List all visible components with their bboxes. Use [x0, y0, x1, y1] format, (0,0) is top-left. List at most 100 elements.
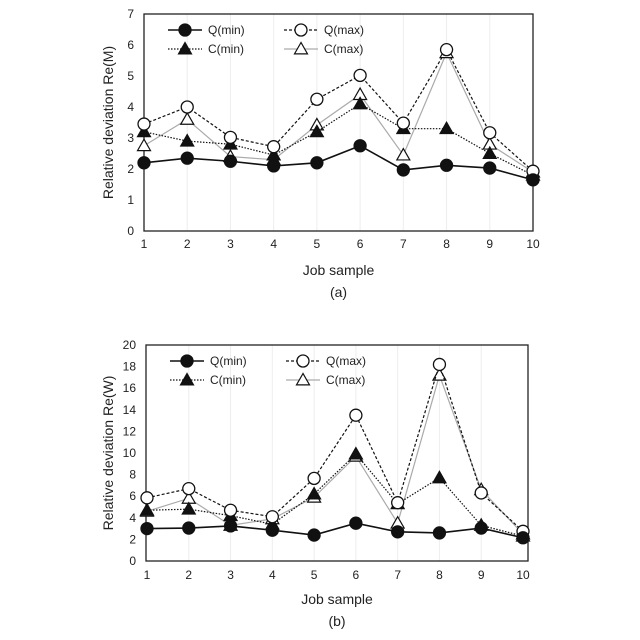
series-line — [146, 362, 524, 532]
legend-label: C(min) — [210, 373, 246, 387]
data-point — [310, 92, 324, 106]
legend-item: C(min) — [168, 41, 244, 56]
legend-item: Q(max) — [286, 354, 366, 368]
x-tick-label: 9 — [486, 237, 493, 251]
x-tick-label: 3 — [227, 568, 234, 582]
data-point — [181, 501, 197, 515]
x-axis-title: Job sample — [301, 591, 373, 607]
data-point — [307, 528, 321, 542]
x-tick-label: 3 — [227, 237, 234, 251]
legend-marker — [294, 23, 308, 37]
legend-label: C(max) — [324, 42, 363, 56]
data-point — [516, 531, 530, 545]
data-point — [439, 43, 454, 57]
data-point — [309, 124, 325, 138]
series-qmax — [137, 43, 540, 178]
y-tick-label: 4 — [127, 100, 134, 114]
x-tick-label: 1 — [141, 237, 148, 251]
y-tick-label: 14 — [123, 403, 137, 417]
x-tick-label: 2 — [184, 237, 191, 251]
legend-label: Q(min) — [210, 354, 247, 368]
series-cmax — [139, 367, 531, 540]
x-tick-label: 6 — [353, 568, 360, 582]
legend-label: Q(min) — [208, 23, 245, 37]
data-point — [439, 120, 455, 135]
data-point — [179, 133, 195, 147]
legend-marker — [180, 354, 194, 368]
data-point — [267, 140, 281, 154]
data-point — [474, 486, 488, 500]
data-point — [310, 156, 324, 170]
x-tick-label: 10 — [526, 237, 540, 251]
data-point — [182, 521, 196, 535]
panel-label: (a) — [330, 284, 347, 300]
data-point — [483, 126, 497, 140]
legend-item: Q(min) — [168, 23, 245, 37]
data-point — [349, 408, 363, 422]
x-tick-label: 7 — [394, 568, 401, 582]
data-point — [482, 145, 498, 159]
series-qmin — [140, 516, 530, 545]
x-tick-label: 10 — [516, 568, 530, 582]
y-tick-label: 12 — [123, 424, 137, 438]
y-tick-label: 6 — [127, 38, 134, 52]
data-point — [139, 502, 155, 516]
legend-item: C(max) — [286, 372, 365, 387]
y-tick-label: 0 — [129, 554, 136, 568]
data-point — [431, 470, 447, 484]
legend-item: Q(min) — [170, 354, 247, 368]
legend-label: Q(max) — [326, 354, 366, 368]
data-point — [396, 163, 410, 177]
data-point — [223, 154, 238, 168]
data-point — [180, 151, 194, 165]
series-line — [146, 373, 524, 535]
data-point — [391, 496, 405, 510]
y-tick-label: 5 — [127, 69, 134, 83]
legend-label: C(min) — [208, 42, 244, 56]
data-point — [179, 111, 195, 125]
x-tick-label: 6 — [357, 237, 364, 251]
legend-marker — [177, 41, 193, 55]
panel-label: (b) — [328, 613, 345, 629]
legend: Q(min) Q(max) C(min) C(max) — [170, 354, 366, 387]
data-point — [526, 173, 540, 187]
data-point — [348, 446, 364, 460]
data-point — [182, 481, 196, 496]
data-point — [307, 471, 321, 486]
data-point — [137, 117, 151, 131]
data-point — [265, 523, 279, 537]
legend-label: C(max) — [326, 373, 365, 387]
series-line — [146, 522, 524, 539]
data-point — [265, 510, 279, 524]
legend-marker — [178, 23, 192, 37]
data-point — [267, 159, 281, 173]
series-line — [143, 48, 534, 172]
x-tick-label: 1 — [144, 568, 151, 582]
legend-label: Q(max) — [324, 23, 364, 37]
data-point — [391, 525, 405, 539]
data-point — [483, 161, 497, 175]
y-tick-label: 7 — [127, 7, 134, 21]
legend: Q(min) Q(max) C(min) C(max) — [168, 23, 364, 56]
data-point — [349, 516, 363, 530]
data-point — [439, 158, 454, 172]
x-tick-label: 2 — [185, 568, 192, 582]
data-point — [432, 357, 447, 372]
y-tick-label: 16 — [123, 381, 137, 395]
x-tick-label: 8 — [443, 237, 450, 251]
series-line — [143, 103, 534, 176]
plot-area-border — [145, 344, 529, 562]
data-point — [474, 521, 488, 535]
x-tick-label: 5 — [311, 568, 318, 582]
data-point — [395, 147, 411, 161]
y-tick-label: 10 — [123, 446, 137, 460]
series-line — [143, 144, 534, 181]
legend-item: C(min) — [170, 372, 246, 387]
data-point — [136, 124, 152, 138]
data-point — [396, 116, 410, 130]
legend-marker — [295, 372, 311, 386]
x-tick-label: 5 — [314, 237, 321, 251]
x-tick-label: 7 — [400, 237, 407, 251]
